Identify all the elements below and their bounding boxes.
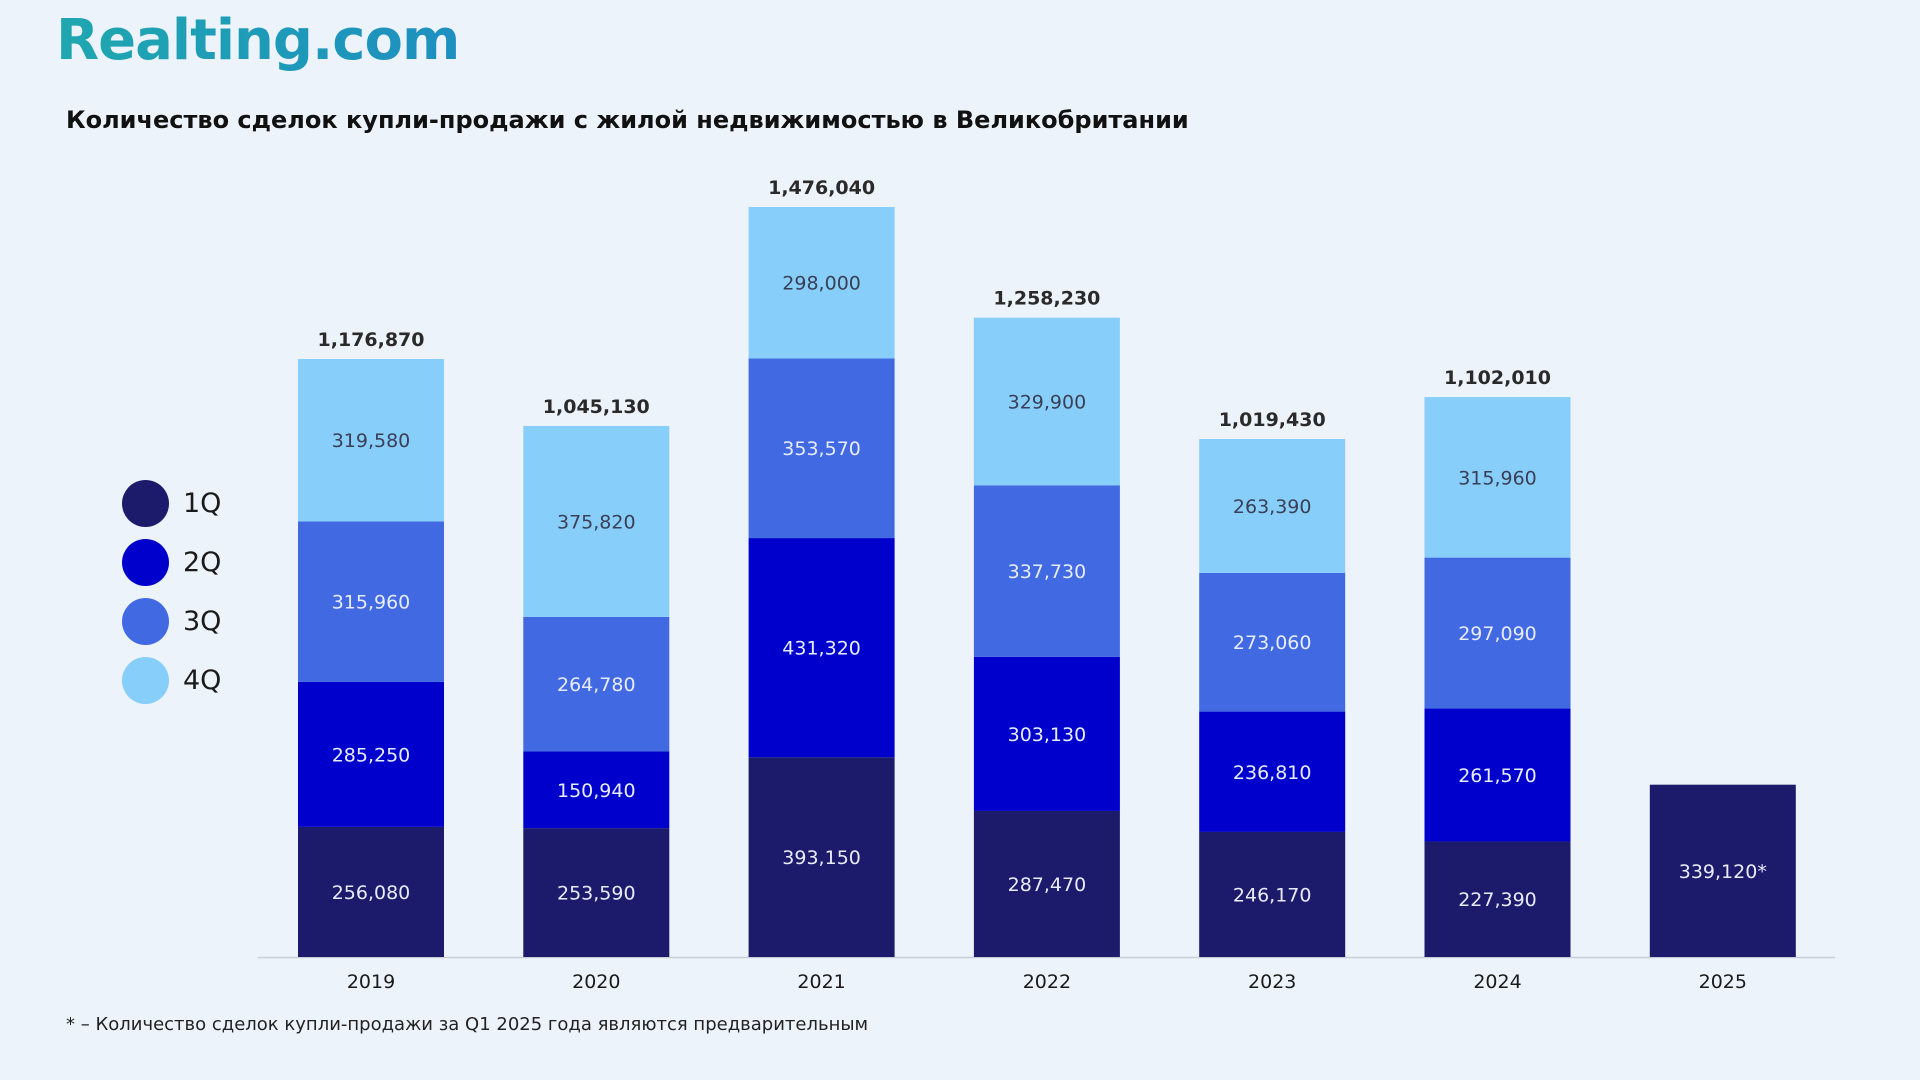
segment-label: 236,810 bbox=[1233, 762, 1312, 784]
x-tick-label: 2019 bbox=[347, 971, 395, 993]
x-tick-label: 2021 bbox=[797, 971, 845, 993]
bar-segment bbox=[523, 751, 670, 829]
bar-segment bbox=[298, 681, 444, 827]
segment-label: 353,570 bbox=[782, 438, 861, 460]
segment-label: 297,090 bbox=[1458, 623, 1537, 645]
bar-segment bbox=[748, 538, 895, 758]
x-tick-label: 2025 bbox=[1699, 971, 1747, 993]
segment-label: 337,730 bbox=[1008, 561, 1087, 583]
segment-label: 150,940 bbox=[557, 780, 636, 802]
bar-segment bbox=[1199, 572, 1346, 712]
bar-segment bbox=[298, 359, 444, 522]
legend-item-4q: 4Q bbox=[122, 657, 221, 704]
x-tick-label: 2024 bbox=[1473, 971, 1521, 993]
segment-label: 315,960 bbox=[1458, 467, 1537, 489]
segment-label: 285,250 bbox=[332, 744, 411, 766]
legend-label-4q: 4Q bbox=[183, 665, 222, 696]
bar-segment bbox=[1424, 397, 1571, 558]
bar-segment bbox=[298, 826, 444, 957]
bar-segment bbox=[1424, 841, 1571, 957]
legend-swatch-4q bbox=[122, 657, 169, 704]
segment-label: 393,150 bbox=[782, 847, 861, 869]
segment-label: 253,590 bbox=[557, 883, 636, 905]
total-label: 1,176,870 bbox=[318, 329, 425, 351]
x-tick-label: 2023 bbox=[1248, 971, 1296, 993]
segment-label: 329,900 bbox=[1008, 391, 1087, 413]
bar-segment bbox=[298, 521, 444, 682]
segment-label: 264,780 bbox=[557, 674, 636, 696]
segment-label: 431,320 bbox=[782, 638, 861, 660]
total-label: 1,258,230 bbox=[993, 288, 1100, 310]
bar-segment bbox=[523, 828, 670, 957]
legend-swatch-2q bbox=[122, 539, 169, 586]
legend-item-3q: 3Q bbox=[122, 598, 221, 645]
segment-label: 287,470 bbox=[1008, 874, 1087, 896]
bar-segment bbox=[1199, 439, 1346, 573]
legend-item-1q: 1Q bbox=[122, 480, 221, 527]
segment-label: 315,960 bbox=[332, 592, 411, 614]
total-label: 1,476,040 bbox=[768, 177, 875, 199]
legend-label-1q: 1Q bbox=[183, 488, 222, 519]
segment-label: 339,120* bbox=[1679, 861, 1767, 883]
chart-title: Количество сделок купли-продажи с жилой … bbox=[66, 106, 1189, 134]
bar-segment bbox=[1199, 831, 1346, 957]
legend-label-2q: 2Q bbox=[183, 547, 222, 578]
bar-segment bbox=[748, 757, 895, 957]
segment-label: 273,060 bbox=[1233, 632, 1312, 654]
legend-label-3q: 3Q bbox=[183, 606, 222, 637]
segment-label: 263,390 bbox=[1233, 496, 1312, 518]
footnote: * – Количество сделок купли-продажи за Q… bbox=[66, 1014, 869, 1035]
bar-segment bbox=[523, 425, 670, 617]
bar-segment bbox=[1424, 708, 1571, 842]
segment-label: 319,580 bbox=[332, 430, 411, 452]
segment-label: 246,170 bbox=[1233, 884, 1312, 906]
bar-segment bbox=[1649, 784, 1796, 957]
bar-segment bbox=[973, 485, 1120, 657]
legend-item-2q: 2Q bbox=[122, 539, 221, 586]
total-label: 1,019,430 bbox=[1219, 409, 1326, 431]
total-label: 1,045,130 bbox=[543, 396, 650, 418]
bar-segment bbox=[973, 810, 1120, 957]
bar-segment bbox=[523, 616, 670, 752]
segment-label: 256,080 bbox=[332, 882, 411, 904]
x-tick-label: 2022 bbox=[1023, 971, 1071, 993]
segment-label: 375,820 bbox=[557, 511, 636, 533]
segment-label: 227,390 bbox=[1458, 889, 1537, 911]
realting-logo: Realting.com bbox=[56, 8, 460, 73]
segment-label: 298,000 bbox=[782, 273, 861, 295]
bar-segment bbox=[1424, 557, 1571, 709]
bar-segment bbox=[748, 207, 895, 359]
chart-legend: 1Q 2Q 3Q 4Q bbox=[122, 480, 221, 716]
legend-swatch-1q bbox=[122, 480, 169, 527]
total-label: 1,102,010 bbox=[1444, 367, 1551, 389]
bar-segment bbox=[973, 317, 1120, 486]
segment-label: 303,130 bbox=[1008, 724, 1087, 746]
segment-label: 261,570 bbox=[1458, 765, 1537, 787]
legend-swatch-3q bbox=[122, 598, 169, 645]
bar-segment bbox=[973, 656, 1120, 811]
bar-segment bbox=[1199, 711, 1346, 832]
bar-segment bbox=[748, 358, 895, 539]
x-tick-label: 2020 bbox=[572, 971, 620, 993]
